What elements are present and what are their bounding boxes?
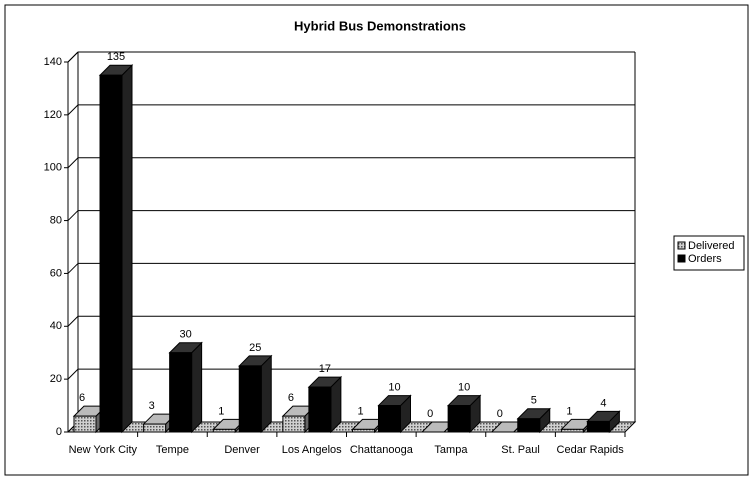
data-label: 3: [149, 400, 155, 412]
grid-line-depth: [67, 210, 79, 221]
bar: [99, 74, 123, 433]
x-tick-label: New York City: [68, 444, 138, 456]
y-tick-label: 60: [50, 267, 62, 279]
x-tick-label: St. Paul: [501, 444, 540, 456]
grid-line-depth: [67, 51, 79, 63]
grid-line-depth: [67, 368, 79, 380]
bar: [169, 352, 193, 433]
x-tick-label: Denver: [224, 444, 260, 456]
data-label: 6: [79, 392, 85, 404]
y-tick-label: 120: [44, 109, 62, 121]
data-label: 6: [288, 392, 294, 404]
legend-label: Delivered: [688, 240, 734, 252]
x-tick-label: Los Angelos: [281, 444, 342, 456]
legend-swatch: [677, 254, 686, 263]
y-tick-label: 80: [50, 214, 62, 226]
y-tick-label: 140: [44, 56, 62, 68]
data-label: 25: [249, 342, 261, 354]
y-tick-label: 0: [56, 426, 62, 438]
data-label: 1: [566, 405, 572, 417]
data-label: 17: [319, 363, 331, 375]
data-label: 0: [427, 408, 433, 420]
bar: [212, 428, 236, 433]
bar: [238, 365, 262, 433]
x-tick-label: Chattanooga: [349, 444, 413, 456]
x-tick-label: Cedar Rapids: [556, 444, 624, 456]
grid-line-depth: [67, 104, 79, 116]
data-label: 1: [218, 405, 224, 417]
y-tick-label: 100: [44, 162, 62, 174]
bar-side: [260, 354, 272, 434]
legend-label: Orders: [688, 253, 722, 265]
bar: [282, 415, 306, 433]
data-label: 30: [180, 329, 192, 341]
data-label: 1: [357, 405, 363, 417]
x-tick-label: Tempe: [155, 444, 189, 456]
legend-swatch: [677, 241, 686, 250]
bar: [560, 428, 584, 433]
data-label: 10: [458, 381, 470, 393]
y-tick-label: 20: [50, 373, 62, 385]
bar-side: [121, 64, 133, 434]
bar: [308, 386, 332, 433]
data-label: 0: [497, 408, 503, 420]
grid-line-depth: [67, 157, 79, 169]
bar-side: [191, 341, 203, 434]
bar: [378, 405, 401, 433]
data-label: 135: [107, 51, 125, 63]
legend-box: [673, 235, 745, 271]
data-label: 10: [388, 381, 400, 393]
x-tick-label: Tampa: [434, 444, 468, 456]
back-wall: [77, 52, 636, 423]
bar: [517, 418, 541, 433]
bar: [73, 415, 97, 433]
chart-title: Hybrid Bus Demonstrations: [294, 18, 466, 33]
data-label: 4: [600, 397, 606, 409]
bar: [447, 405, 471, 433]
bar: [586, 420, 610, 433]
data-label: 5: [531, 395, 537, 407]
chart-border: [4, 4, 749, 476]
grid-line-depth: [67, 315, 79, 327]
bar: [143, 423, 167, 433]
y-tick-label: 40: [50, 320, 62, 332]
grid-line-depth: [67, 263, 79, 274]
bar: [352, 428, 375, 433]
